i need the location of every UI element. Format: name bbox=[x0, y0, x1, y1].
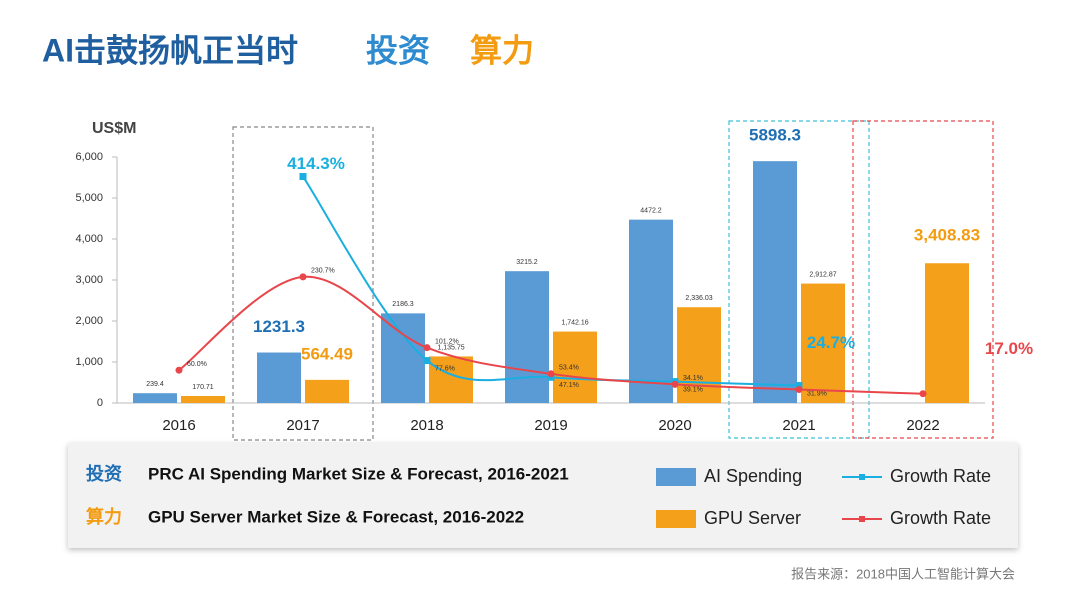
line-marker bbox=[795, 382, 803, 390]
legend-label: Growth Rate bbox=[890, 466, 991, 486]
bar bbox=[629, 219, 673, 403]
data-label: 170.71 bbox=[192, 384, 214, 391]
y-tick-label: 2,000 bbox=[75, 315, 103, 327]
x-tick-label: 2020 bbox=[658, 417, 691, 434]
bar bbox=[753, 161, 797, 403]
line-marker bbox=[423, 344, 431, 352]
data-label: 24.7% bbox=[807, 333, 855, 352]
x-tick-label: 2018 bbox=[410, 417, 443, 434]
data-label: 2,912.87 bbox=[809, 271, 836, 278]
x-tick-label: 2019 bbox=[534, 417, 567, 434]
bar bbox=[801, 283, 845, 403]
legend-tag: 投资 bbox=[86, 463, 122, 484]
line-marker bbox=[423, 357, 431, 365]
line-marker bbox=[299, 173, 307, 181]
data-label: 101.2% bbox=[435, 339, 459, 346]
line-marker bbox=[547, 370, 555, 378]
x-tick-label: 2021 bbox=[782, 417, 815, 434]
bar bbox=[505, 271, 549, 403]
bar bbox=[553, 331, 597, 403]
bar bbox=[133, 393, 177, 403]
y-tick-label: 5,000 bbox=[75, 192, 103, 204]
data-label: 47.1% bbox=[559, 382, 579, 389]
legend-swatch bbox=[859, 516, 865, 522]
data-label: 4472.2 bbox=[640, 207, 662, 214]
data-label: 3,408.83 bbox=[914, 226, 980, 245]
slide-title: AI击鼓扬帆正当时 bbox=[42, 32, 298, 68]
bar bbox=[305, 379, 349, 403]
data-label: 39.1% bbox=[683, 386, 703, 393]
legend-box bbox=[68, 443, 1018, 548]
highlight-box bbox=[728, 120, 870, 439]
y-axis-label: US$M bbox=[92, 120, 136, 137]
title-tag: 算力 bbox=[470, 32, 534, 68]
title-tag: 投资 bbox=[366, 32, 430, 68]
data-label: 239.4 bbox=[146, 381, 164, 388]
line-marker bbox=[919, 390, 927, 398]
x-tick-label: 2022 bbox=[906, 417, 939, 434]
bar bbox=[257, 352, 301, 403]
x-tick-label: 2017 bbox=[286, 417, 319, 434]
bar bbox=[181, 396, 225, 403]
legend-description: PRC AI Spending Market Size & Forecast, … bbox=[148, 464, 569, 483]
legend-tag: 算力 bbox=[86, 506, 122, 527]
source-note: 报告来源：2018中国人工智能计算大会 bbox=[791, 566, 1015, 581]
y-tick-label: 3,000 bbox=[75, 274, 103, 286]
legend-label: Growth Rate bbox=[890, 508, 991, 528]
y-tick-label: 4,000 bbox=[75, 233, 103, 245]
x-tick-label: 2016 bbox=[162, 417, 195, 434]
line-marker bbox=[299, 273, 307, 281]
data-label: 5898.3 bbox=[749, 126, 801, 145]
data-label: 34.1% bbox=[683, 375, 703, 382]
legend-label: GPU Server bbox=[704, 508, 801, 528]
data-label: 53.4% bbox=[559, 365, 579, 372]
data-label: 1231.3 bbox=[253, 317, 305, 336]
y-tick-label: 1,000 bbox=[75, 356, 103, 368]
bar bbox=[925, 263, 969, 403]
legend-swatch bbox=[656, 468, 696, 486]
data-label: 564.49 bbox=[301, 344, 353, 363]
bar bbox=[429, 356, 473, 403]
data-label: 77.6% bbox=[435, 365, 455, 372]
data-label: 2186.3 bbox=[392, 301, 414, 308]
highlight-box bbox=[852, 120, 994, 439]
data-label: 230.7% bbox=[311, 268, 335, 275]
line-marker bbox=[175, 366, 183, 374]
bar bbox=[381, 313, 425, 403]
data-label: 17.0% bbox=[985, 339, 1033, 358]
data-label: 414.3% bbox=[287, 154, 345, 173]
legend-description: GPU Server Market Size & Forecast, 2016-… bbox=[148, 507, 524, 526]
data-label: 31.9% bbox=[807, 390, 827, 397]
line-marker bbox=[795, 385, 803, 393]
y-tick-label: 6,000 bbox=[75, 151, 103, 163]
legend-label: AI Spending bbox=[704, 466, 802, 486]
y-tick-label: 0 bbox=[97, 397, 103, 409]
legend-swatch bbox=[859, 474, 865, 480]
data-label: 2,336.03 bbox=[685, 295, 712, 302]
data-label: 1,742.16 bbox=[561, 319, 588, 326]
data-label: 1,135.75 bbox=[437, 344, 464, 351]
growth-line bbox=[302, 175, 800, 387]
data-label: 3215.2 bbox=[516, 259, 538, 266]
data-label: 60.0% bbox=[187, 361, 207, 368]
highlight-box bbox=[232, 126, 374, 441]
line-marker bbox=[671, 380, 679, 388]
legend-swatch bbox=[656, 510, 696, 528]
